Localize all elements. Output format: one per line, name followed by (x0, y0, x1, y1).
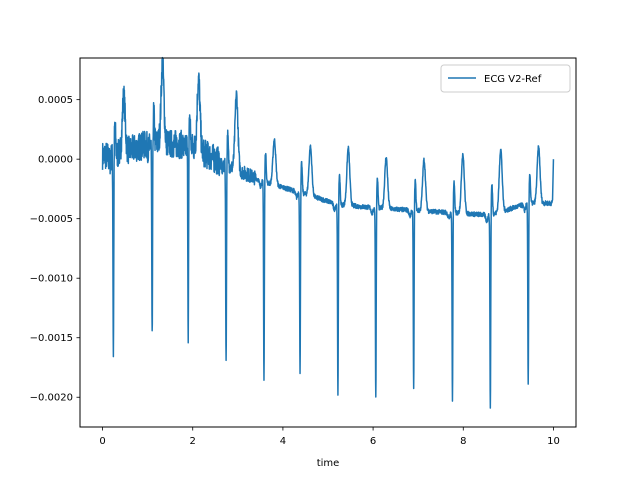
x-axis-label: time (317, 458, 340, 469)
y-tick-label: −0.0015 (30, 333, 73, 344)
x-tick-label: 8 (460, 436, 466, 447)
x-tick-label: 4 (280, 436, 286, 447)
x-tick-label: 10 (547, 436, 560, 447)
x-tick-label: 2 (190, 436, 196, 447)
legend-label-ecg-v2-ref: ECG V2-Ref (484, 74, 542, 85)
x-tick-label: 0 (99, 436, 105, 447)
axes-frame (79, 57, 577, 428)
y-tick-label: −0.0010 (30, 274, 73, 285)
x-tick-label: 6 (370, 436, 376, 447)
plot-area (101, 56, 555, 409)
series-line-ecg-v2-ref (101, 56, 555, 409)
y-tick-label: −0.0005 (30, 214, 73, 225)
y-tick-label: 0.0000 (38, 155, 73, 166)
y-tick-label: 0.0005 (38, 95, 73, 106)
y-tick-label: −0.0020 (30, 393, 73, 404)
legend: ECG V2-Ref (440, 64, 571, 93)
legend-box (440, 64, 571, 93)
axis-ticks: 0 2 4 6 8 10 0.0005 0.0000 −0.0005 −0.0010 −0.0015… (30, 95, 560, 447)
